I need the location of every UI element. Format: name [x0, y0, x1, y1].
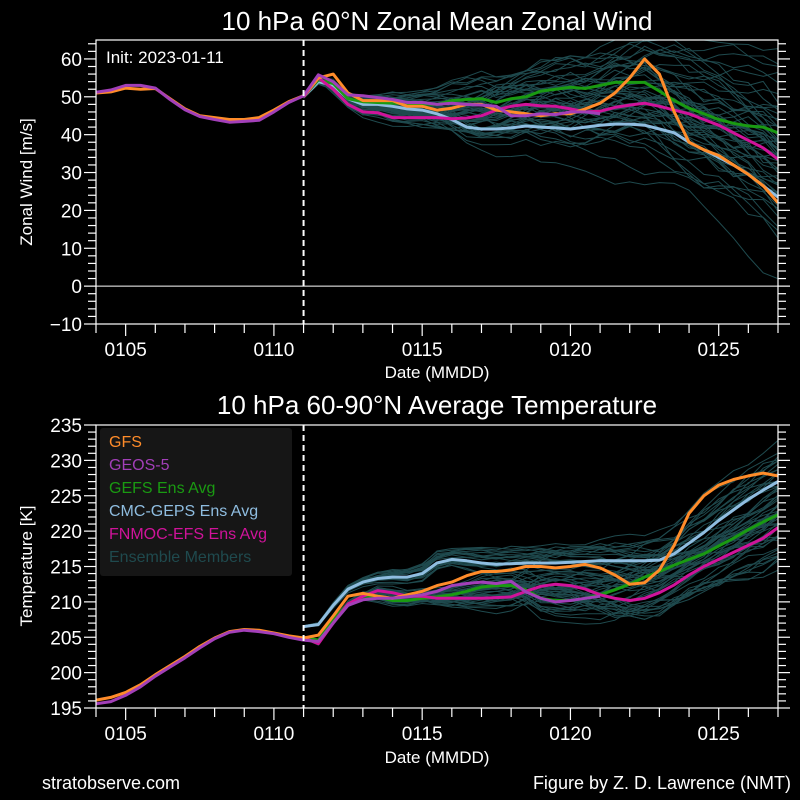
footer-site: stratobserve.com	[42, 773, 180, 793]
ensemble-member-line	[303, 49, 778, 103]
y-tick-label: 215	[50, 558, 82, 579]
y-tick-label: 225	[50, 487, 82, 508]
wind-chart-title: 10 hPa 60°N Zonal Mean Zonal Wind	[222, 6, 653, 36]
temp-chart-title: 10 hPa 60-90°N Average Temperature	[217, 390, 657, 420]
zonal-wind-panel: 10 hPa 60°N Zonal Mean Zonal Wind −10010…	[17, 6, 790, 382]
legend-entry-cmc-geps: CMC-GEPS Ens Avg	[109, 503, 258, 520]
legend-entry-gefs: GEFS Ens Avg	[109, 480, 215, 497]
y-tick-label: 195	[50, 699, 82, 720]
y-tick-label: 210	[50, 593, 82, 614]
ensemble-member-line	[303, 56, 778, 122]
ensemble-member-line	[303, 43, 778, 114]
ensemble-member-line	[303, 488, 778, 645]
ensemble-member-line	[303, 494, 778, 645]
y-tick-label: 205	[50, 628, 82, 649]
wind-y-axis: −10 0 10 20 30 40 50 60	[50, 43, 790, 336]
ensemble-member-line	[303, 76, 778, 195]
y-tick-label: 220	[50, 522, 82, 543]
y-tick-label: 230	[50, 451, 82, 472]
y-tick-label: −10	[50, 315, 82, 336]
footer-credit: Figure by Z. D. Lawrence (NMT)	[533, 773, 791, 793]
wind-y-axis-label: Zonal Wind [m/s]	[17, 118, 36, 246]
ensemble-member-line	[303, 555, 778, 641]
series-line-gfs	[96, 57, 778, 204]
temperature-panel: 10 hPa 60-90°N Average Temperature 195 20…	[17, 390, 790, 767]
temp-y-axis-label: Temperature [K]	[17, 506, 36, 627]
series-line-fnmoc-efs-ens-avg	[303, 526, 778, 646]
ensemble-member-line	[303, 469, 778, 628]
x-tick-label: 0120	[549, 340, 591, 361]
y-tick-label: 235	[50, 416, 82, 437]
y-tick-label: 10	[61, 239, 82, 260]
y-tick-label: 50	[61, 88, 82, 109]
series-line-cmc-geps-ens-avg	[303, 480, 778, 629]
temp-x-axis: 0105 0110 0115 0120 0125	[95, 708, 779, 745]
x-tick-label: 0125	[698, 724, 740, 745]
ensemble-member-line	[303, 79, 778, 186]
y-tick-label: 30	[61, 164, 82, 185]
x-tick-label: 0115	[402, 724, 443, 745]
series-line-geos-5	[96, 73, 601, 124]
temp-ensemble-members	[303, 440, 778, 646]
temp-y-axis: 195 200 205 210 215 220 225 230 235	[50, 416, 790, 720]
y-tick-label: 200	[50, 664, 82, 685]
x-tick-label: 0120	[549, 724, 591, 745]
ensemble-member-line	[303, 486, 778, 644]
ensemble-member-line	[303, 480, 778, 627]
wind-x-axis: 0105 0110 0115 0120 0125	[95, 324, 779, 361]
x-tick-label: 0110	[253, 340, 294, 361]
legend-entry-gfs: GFS	[109, 434, 142, 451]
legend-entry-geos5: GEOS-5	[109, 457, 170, 474]
y-tick-label: 60	[61, 50, 82, 71]
x-tick-label: 0105	[105, 724, 147, 745]
ensemble-member-line	[303, 523, 778, 628]
legend: GFS GEOS-5 GEFS Ens Avg CMC-GEPS Ens Avg…	[100, 428, 292, 576]
legend-entry-ensemble-members: Ensemble Members	[109, 549, 251, 566]
ensemble-member-line	[303, 78, 778, 169]
x-tick-label: 0110	[253, 724, 294, 745]
series-line-fnmoc-efs-ens-avg	[302, 76, 778, 161]
x-tick-label: 0105	[105, 340, 147, 361]
wind-ensemble-members	[303, 40, 778, 280]
wind-x-axis-label: Date (MMDD)	[385, 363, 490, 382]
wind-series-lines	[96, 57, 778, 204]
y-tick-label: 0	[71, 277, 82, 298]
init-date-annotation: Init: 2023-01-11	[106, 48, 224, 67]
wind-plot-frame	[95, 39, 779, 325]
y-tick-label: 20	[61, 201, 82, 222]
series-line-gefs-ens-avg	[302, 78, 778, 135]
ensemble-member-line	[303, 472, 778, 628]
x-tick-label: 0125	[698, 340, 740, 361]
ensemble-member-line	[303, 456, 778, 627]
x-tick-label: 0115	[402, 340, 443, 361]
legend-background	[100, 428, 292, 576]
ensemble-member-line	[303, 539, 778, 641]
y-tick-label: 40	[61, 126, 82, 147]
temp-series-lines	[96, 471, 778, 706]
temp-x-axis-label: Date (MMDD)	[385, 748, 490, 767]
ensemble-member-line	[303, 460, 778, 627]
legend-entry-fnmoc-efs: FNMOC-EFS Ens Avg	[109, 526, 267, 543]
ensemble-member-line	[303, 40, 778, 100]
series-line-geos-5	[96, 579, 601, 706]
